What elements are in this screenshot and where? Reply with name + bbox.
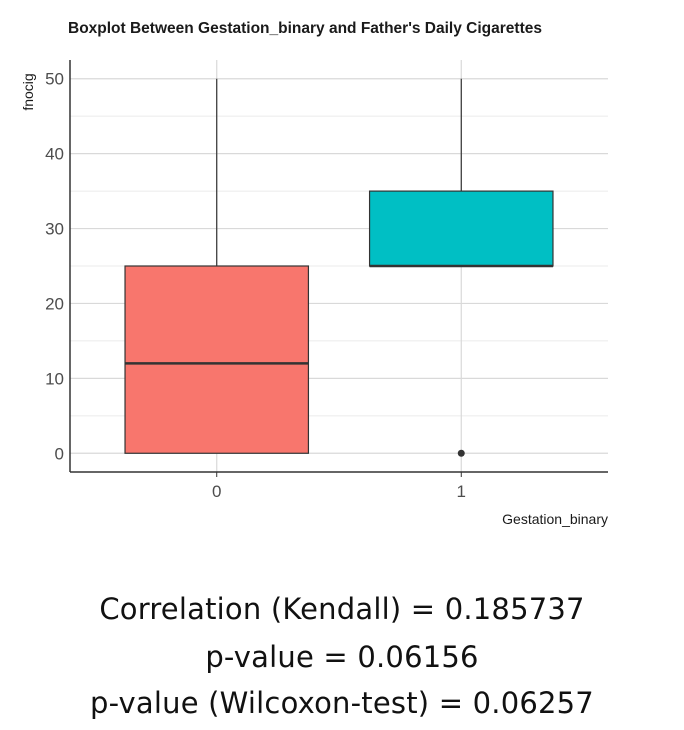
y-tick-label: 30: [45, 220, 64, 239]
outlier-point: [457, 449, 465, 457]
chart-title: Boxplot Between Gestation_binary and Fat…: [68, 20, 542, 37]
x-tick-label: 0: [212, 482, 221, 501]
x-tick-label: 1: [457, 482, 466, 501]
y-tick-label: 40: [45, 145, 64, 164]
y-axis-label: fnocig: [20, 73, 36, 110]
boxplot-chart: 0 10 20 30 40 50 0 1 fnocig Gestation_binary: [20, 60, 608, 527]
box-0: [124, 265, 310, 454]
kendall-correlation-text: Correlation (Kendall) = 0.185737: [99, 592, 585, 626]
boxes: [124, 78, 554, 457]
y-tick-label: 20: [45, 294, 64, 313]
y-tick-label: 50: [45, 70, 64, 89]
box-1: [368, 190, 554, 267]
axes: 0 10 20 30 40 50 0 1: [45, 60, 608, 501]
y-tick-label: 0: [55, 444, 64, 463]
wilcoxon-p-value-text: p-value (Wilcoxon-test) = 0.06257: [90, 686, 594, 720]
x-axis-label: Gestation_binary: [502, 511, 608, 527]
p-value-text: p-value = 0.06156: [205, 640, 479, 674]
y-tick-label: 10: [45, 369, 64, 388]
